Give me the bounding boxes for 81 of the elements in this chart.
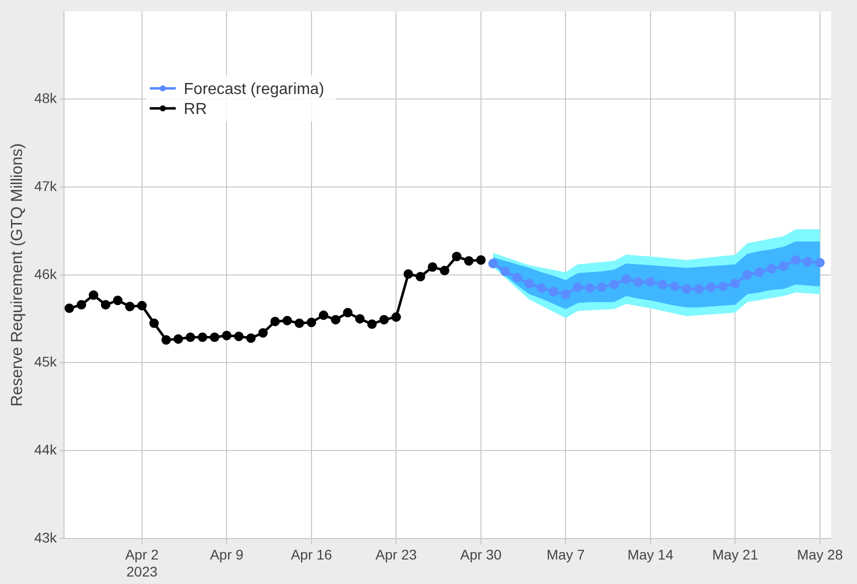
x-tick-label: Apr 23: [376, 546, 418, 563]
point: [464, 256, 474, 266]
point: [609, 280, 619, 290]
point: [706, 282, 716, 292]
y-tick-label: 48k: [34, 90, 58, 106]
point: [318, 310, 328, 320]
point: [76, 300, 86, 310]
point: [536, 283, 546, 293]
point: [186, 332, 196, 342]
point: [330, 314, 340, 324]
point: [476, 255, 486, 265]
point: [210, 332, 220, 342]
point: [306, 318, 316, 328]
point: [282, 316, 292, 326]
point: [488, 258, 498, 268]
point: [416, 272, 426, 282]
y-tick-label: 45k: [34, 354, 58, 370]
point: [137, 300, 147, 310]
point: [428, 262, 438, 272]
x-tick-label: May 14: [627, 546, 674, 563]
point: [766, 264, 776, 274]
x-tick-label: May 21: [712, 546, 758, 563]
point: [246, 333, 256, 343]
y-axis-title: Reserve Requirement (GTQ Millions): [9, 143, 26, 406]
point: [112, 296, 122, 306]
point: [222, 330, 232, 340]
point: [548, 286, 558, 296]
x-tick-label: May 7: [546, 546, 585, 563]
x-tick-label: May 28: [796, 546, 844, 563]
point: [88, 290, 98, 300]
point: [524, 278, 534, 288]
point: [634, 277, 644, 287]
point: [682, 284, 692, 294]
point: [646, 277, 656, 287]
point: [149, 318, 159, 328]
point: [270, 316, 280, 326]
x-tick-label: Apr 30: [460, 546, 502, 563]
point: [452, 252, 462, 262]
point: [585, 283, 595, 293]
point: [258, 328, 268, 338]
y-tick-label: 46k: [34, 266, 58, 282]
point: [343, 308, 353, 318]
point: [404, 269, 414, 279]
x-tick-label: Apr 2 2023: [125, 546, 159, 580]
point: [560, 289, 570, 299]
point: [754, 268, 764, 278]
point: [379, 314, 389, 324]
x-tick-label: Apr 9: [210, 546, 244, 563]
point: [778, 261, 788, 271]
point: [161, 335, 171, 345]
point: [500, 266, 510, 276]
point: [790, 255, 800, 265]
point: [367, 319, 377, 329]
legend-label: RR: [184, 100, 207, 118]
point: [670, 282, 680, 292]
point: [391, 312, 401, 322]
point: [174, 334, 184, 344]
y-tick-label: 43k: [34, 529, 58, 546]
point: [294, 318, 304, 328]
point: [742, 270, 752, 280]
point: [100, 300, 110, 310]
point: [694, 284, 704, 294]
point: [573, 282, 583, 292]
x-tick-label: Apr 16: [290, 546, 332, 563]
legend-label: Forecast (regarima): [184, 80, 324, 98]
point: [234, 332, 244, 342]
point: [658, 280, 668, 290]
point: [440, 266, 450, 276]
point: [803, 256, 813, 266]
point: [198, 332, 208, 342]
point: [125, 302, 135, 312]
point: [730, 278, 740, 288]
point: [815, 258, 825, 268]
point: [621, 274, 631, 284]
point: [355, 314, 365, 324]
point: [512, 272, 522, 282]
point: [64, 304, 74, 314]
point: [597, 282, 607, 292]
point: [718, 282, 728, 292]
y-tick-label: 44k: [34, 441, 58, 458]
y-tick-label: 47k: [34, 178, 58, 194]
